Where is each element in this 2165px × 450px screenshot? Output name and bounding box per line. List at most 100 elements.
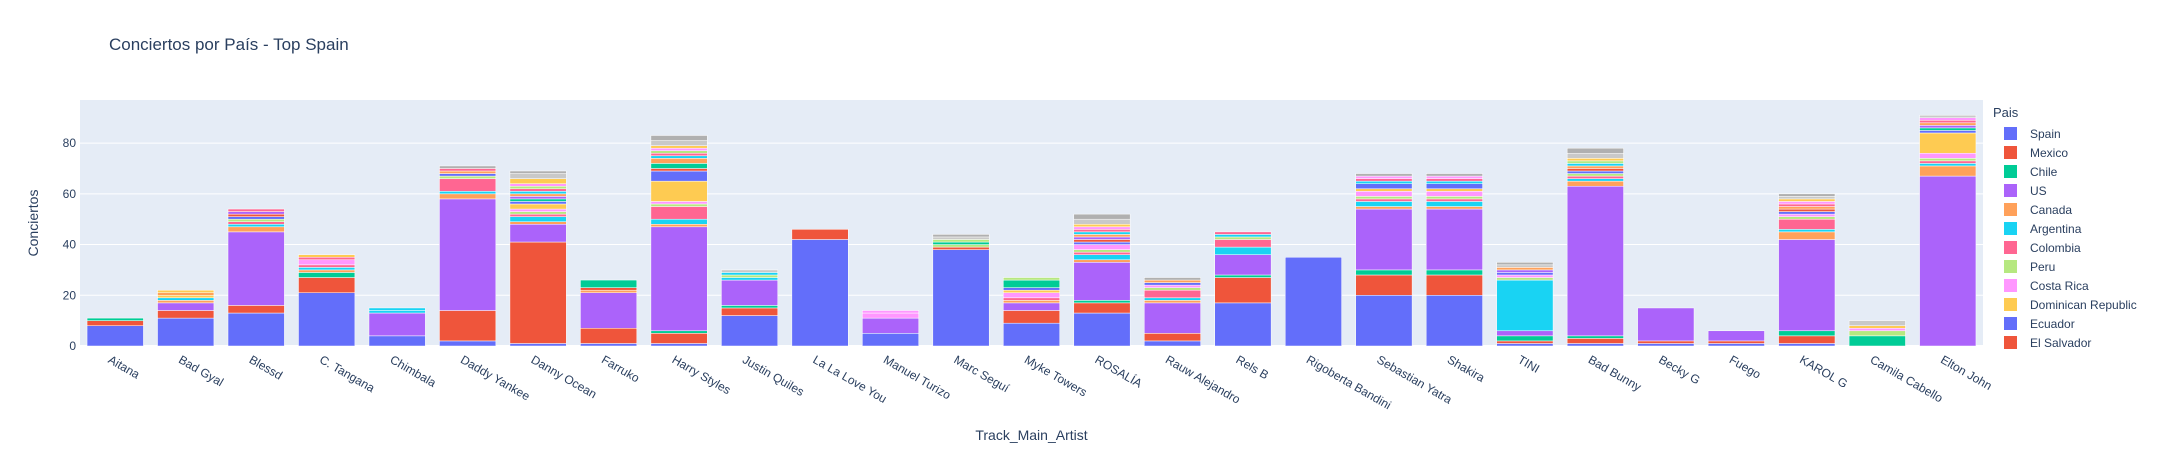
bar-segment[interactable] <box>1425 198 1483 202</box>
bar-segment[interactable] <box>1919 122 1977 126</box>
bar-segment[interactable] <box>227 213 285 217</box>
bar-segment[interactable] <box>1073 249 1131 253</box>
bar-segment[interactable] <box>650 168 708 172</box>
bar-segment[interactable] <box>1919 127 1977 131</box>
legend-item-label[interactable]: Dominican Republic <box>2030 298 2137 312</box>
bar-segment[interactable] <box>1144 289 1201 299</box>
bar-segment[interactable] <box>1566 173 1624 177</box>
bar-segment[interactable] <box>439 193 497 200</box>
bar-segment[interactable] <box>862 317 919 334</box>
bar-segment[interactable] <box>1425 188 1483 192</box>
bar-segment[interactable] <box>509 201 567 205</box>
bar-segment[interactable] <box>650 147 708 151</box>
bar-segment[interactable] <box>1425 269 1483 276</box>
bar-segment[interactable] <box>1778 330 1836 337</box>
bar-segment[interactable] <box>157 292 215 296</box>
bar-segment[interactable] <box>1919 132 1977 154</box>
bar-segment[interactable] <box>509 178 567 184</box>
bar-segment[interactable] <box>1919 114 1977 119</box>
bar-segment[interactable] <box>1566 185 1624 337</box>
bar-segment[interactable] <box>1566 163 1624 167</box>
bar-segment[interactable] <box>439 178 497 192</box>
bar-segment[interactable] <box>650 224 708 228</box>
bar-segment[interactable] <box>298 254 356 258</box>
bar-segment[interactable] <box>1778 343 1836 347</box>
bar-segment[interactable] <box>650 135 708 141</box>
bar-segment[interactable] <box>1214 231 1272 235</box>
legend-item-label[interactable]: Mexico <box>2030 146 2068 160</box>
bar-segment[interactable] <box>1144 300 1201 304</box>
bar-segment[interactable] <box>650 158 708 164</box>
bar-segment[interactable] <box>1566 180 1624 187</box>
bar-segment[interactable] <box>1144 297 1201 301</box>
bar-segment[interactable] <box>1214 277 1272 304</box>
bar-segment[interactable] <box>1003 300 1060 304</box>
bar-segment[interactable] <box>1073 231 1131 235</box>
bar-segment[interactable] <box>1355 201 1413 207</box>
bar-segment[interactable] <box>932 241 990 245</box>
bar-segment[interactable] <box>1566 338 1624 344</box>
bar-segment[interactable] <box>650 330 708 334</box>
bar-segment[interactable] <box>1848 335 1906 347</box>
bar-segment[interactable] <box>1355 196 1413 200</box>
bar-segment[interactable] <box>1425 196 1483 200</box>
bar-segment[interactable] <box>227 312 285 347</box>
bar-segment[interactable] <box>227 231 285 306</box>
bar-segment[interactable] <box>509 173 567 179</box>
bar-segment[interactable] <box>1073 312 1131 347</box>
bar-segment[interactable] <box>439 173 497 177</box>
bar-segment[interactable] <box>227 216 285 220</box>
bar-segment[interactable] <box>1496 340 1554 344</box>
bar-segment[interactable] <box>1778 201 1836 205</box>
bar-segment[interactable] <box>650 170 708 182</box>
bar-segment[interactable] <box>1003 287 1060 291</box>
bar-segment[interactable] <box>1496 279 1554 332</box>
bar-segment[interactable] <box>1003 279 1060 288</box>
bar-segment[interactable] <box>439 310 497 342</box>
bar-segment[interactable] <box>1355 198 1413 202</box>
bar-segment[interactable] <box>1566 160 1624 164</box>
bar-segment[interactable] <box>1003 297 1060 301</box>
bar-segment[interactable] <box>509 241 567 344</box>
bar-segment[interactable] <box>721 274 779 278</box>
bar-segment[interactable] <box>1214 234 1272 238</box>
bar-segment[interactable] <box>509 170 567 174</box>
bar-segment[interactable] <box>1496 272 1554 276</box>
bar-segment[interactable] <box>1425 178 1483 182</box>
bar-segment[interactable] <box>1073 262 1131 301</box>
bar-segment[interactable] <box>1707 330 1765 342</box>
bar-segment[interactable] <box>1778 208 1836 212</box>
bar-segment[interactable] <box>1566 178 1624 182</box>
bar-segment[interactable] <box>1778 196 1836 200</box>
bar-segment[interactable] <box>227 221 285 225</box>
bar-segment[interactable] <box>298 259 356 266</box>
bar-segment[interactable] <box>1496 262 1554 266</box>
bar-segment[interactable] <box>650 203 708 207</box>
bar-segment[interactable] <box>1355 183 1413 190</box>
bar-segment[interactable] <box>932 249 990 347</box>
bar-segment[interactable] <box>932 234 990 238</box>
bar-segment[interactable] <box>1919 130 1977 134</box>
bar-segment[interactable] <box>1073 239 1131 243</box>
bar-segment[interactable] <box>1355 191 1413 197</box>
bar-segment[interactable] <box>1778 203 1836 207</box>
bar-segment[interactable] <box>439 170 497 174</box>
bar-segment[interactable] <box>1637 307 1695 342</box>
bar-segment[interactable] <box>1425 208 1483 271</box>
bar-segment[interactable] <box>1073 254 1131 261</box>
bar-segment[interactable] <box>157 310 215 319</box>
bar-segment[interactable] <box>1073 234 1131 238</box>
bar-segment[interactable] <box>298 267 356 271</box>
bar-segment[interactable] <box>1496 277 1554 281</box>
bar-segment[interactable] <box>1566 168 1624 172</box>
bar-segment[interactable] <box>227 226 285 233</box>
bar-segment[interactable] <box>1496 274 1554 278</box>
bar-segment[interactable] <box>862 333 919 347</box>
bar-segment[interactable] <box>1778 335 1836 344</box>
bar-segment[interactable] <box>1496 335 1554 342</box>
bar-segment[interactable] <box>1073 226 1131 230</box>
bar-segment[interactable] <box>1073 224 1131 228</box>
bar-segment[interactable] <box>1073 302 1131 314</box>
bar-segment[interactable] <box>1144 279 1201 283</box>
bar-segment[interactable] <box>1355 269 1413 276</box>
